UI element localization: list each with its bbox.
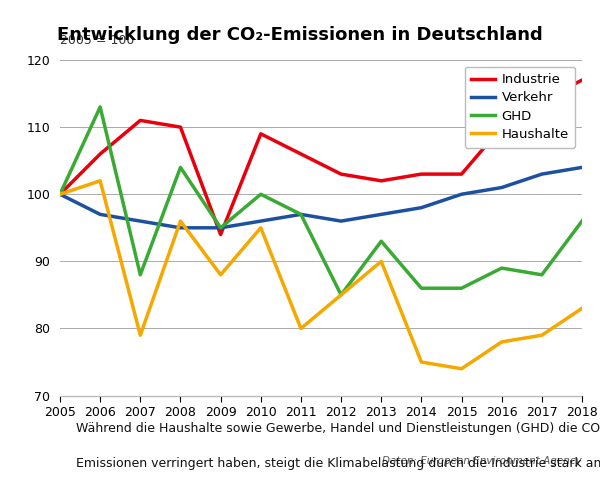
Text: Emissionen verringert haben, steigt die Klimabelastung durch die Industrie stark: Emissionen verringert haben, steigt die … [76,457,600,470]
Text: Während die Haushalte sowie Gewerbe, Handel und Dienstleistungen (GHD) die CO₂-: Während die Haushalte sowie Gewerbe, Han… [76,422,600,435]
Legend: Industrie, Verkehr, GHD, Haushalte: Industrie, Verkehr, GHD, Haushalte [464,66,575,148]
Text: Entwicklung der CO₂-Emissionen in Deutschland: Entwicklung der CO₂-Emissionen in Deutsc… [57,26,543,44]
Text: Daten: European Environment Agency: Daten: European Environment Agency [382,456,582,466]
Text: 2005 = 100: 2005 = 100 [60,34,134,46]
